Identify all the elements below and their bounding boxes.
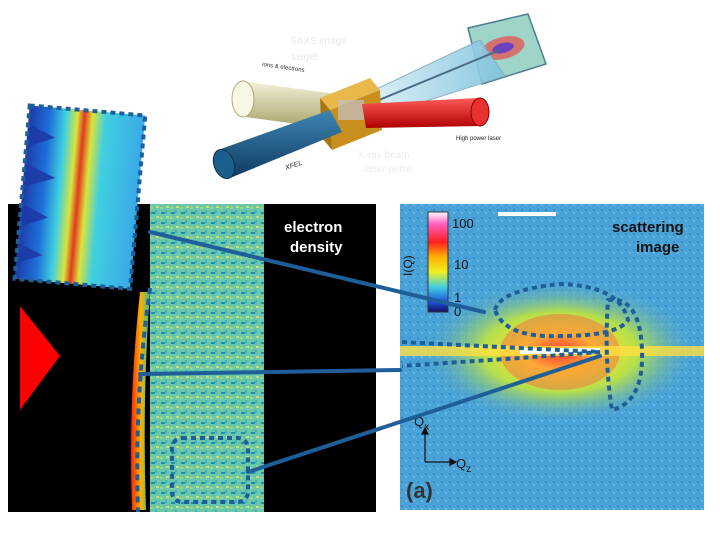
scattering-title-line1: scattering — [612, 219, 684, 236]
colorbar-tick-0: 0 — [454, 304, 461, 319]
faded-text-3: X-ray beam — [358, 150, 410, 161]
panel-label-a: (a) — [406, 478, 433, 503]
scattering-title-line2: image — [636, 239, 679, 256]
axis-qx-label: Qx — [414, 414, 429, 433]
ion-detector-cylinder — [231, 80, 336, 128]
scattering-panel: 100 10 1 0 I(Q) Qx Qz scattering image (… — [400, 204, 704, 510]
scatter-roi-upper — [492, 281, 631, 339]
colorbar-tick-10: 10 — [454, 257, 468, 272]
axis-qz-label: Qz — [456, 456, 471, 475]
ions-electrons-label: ions & electrons — [262, 62, 305, 74]
density-noise-region — [150, 204, 264, 512]
colorbar — [427, 211, 449, 313]
faded-text-1: SAXS image — [290, 36, 347, 47]
colorbar-title: I(Q) — [401, 255, 415, 276]
q-axes — [421, 426, 458, 466]
xfel-label: XFEL — [284, 160, 304, 172]
laser-label: High power laser — [456, 136, 501, 142]
scattering-center — [520, 348, 600, 354]
scale-bar — [498, 212, 556, 216]
front-outline — [135, 287, 152, 513]
laser-beam-rod — [362, 97, 490, 128]
faded-text-4: laser pulse — [364, 164, 413, 175]
density-title-line1: electron — [284, 219, 342, 236]
connector-lines — [138, 230, 602, 474]
faded-text-2: target — [292, 52, 318, 63]
connector-front-to-streak — [138, 368, 402, 376]
colorbar-tick-100: 100 — [452, 216, 474, 231]
zoom-inset-image — [14, 105, 146, 289]
setup-illustration: ions & electrons XFEL High power laser S… — [212, 13, 547, 180]
connector-box-to-center — [246, 354, 602, 474]
connector-inset-to-upper — [148, 230, 486, 314]
zoom-inset-border — [12, 103, 148, 292]
colorbar-tick-1: 1 — [454, 290, 461, 305]
laser-direction-arrow — [20, 306, 60, 410]
scatter-roi-right — [604, 297, 645, 413]
zoom-inset — [12, 103, 148, 292]
xfel-beam-rod — [212, 110, 342, 180]
scatter-roi-streak — [401, 340, 601, 368]
density-title-line2: density — [290, 239, 343, 256]
